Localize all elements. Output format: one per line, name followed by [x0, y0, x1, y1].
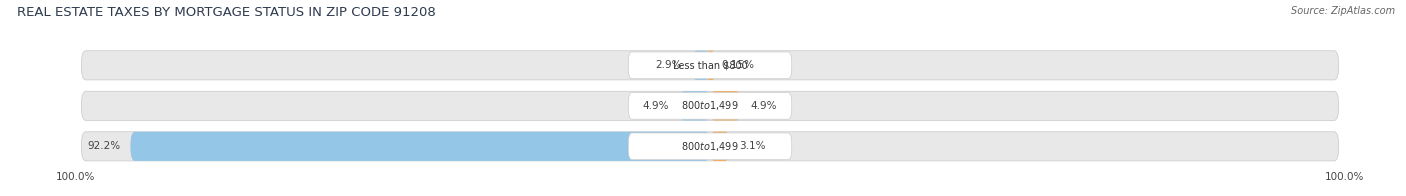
Text: $800 to $1,499: $800 to $1,499: [682, 140, 738, 153]
Text: Source: ZipAtlas.com: Source: ZipAtlas.com: [1291, 6, 1395, 16]
FancyBboxPatch shape: [628, 93, 792, 119]
Text: 100.0%: 100.0%: [1324, 172, 1364, 182]
FancyBboxPatch shape: [82, 91, 1339, 120]
FancyBboxPatch shape: [131, 132, 710, 161]
FancyBboxPatch shape: [710, 91, 741, 120]
FancyBboxPatch shape: [692, 51, 710, 80]
Text: 4.9%: 4.9%: [751, 101, 778, 111]
Text: 92.2%: 92.2%: [87, 141, 121, 151]
Text: REAL ESTATE TAXES BY MORTGAGE STATUS IN ZIP CODE 91208: REAL ESTATE TAXES BY MORTGAGE STATUS IN …: [17, 6, 436, 19]
Text: 4.9%: 4.9%: [643, 101, 669, 111]
Text: 100.0%: 100.0%: [56, 172, 96, 182]
FancyBboxPatch shape: [628, 133, 792, 160]
Text: Less than $800: Less than $800: [672, 60, 748, 70]
Text: 3.1%: 3.1%: [740, 141, 766, 151]
FancyBboxPatch shape: [707, 51, 714, 80]
FancyBboxPatch shape: [710, 132, 730, 161]
FancyBboxPatch shape: [679, 91, 710, 120]
FancyBboxPatch shape: [628, 52, 792, 79]
FancyBboxPatch shape: [82, 132, 1339, 161]
Text: 0.15%: 0.15%: [721, 60, 754, 70]
Text: $800 to $1,499: $800 to $1,499: [682, 99, 738, 112]
Text: 2.9%: 2.9%: [655, 60, 682, 70]
FancyBboxPatch shape: [82, 51, 1339, 80]
